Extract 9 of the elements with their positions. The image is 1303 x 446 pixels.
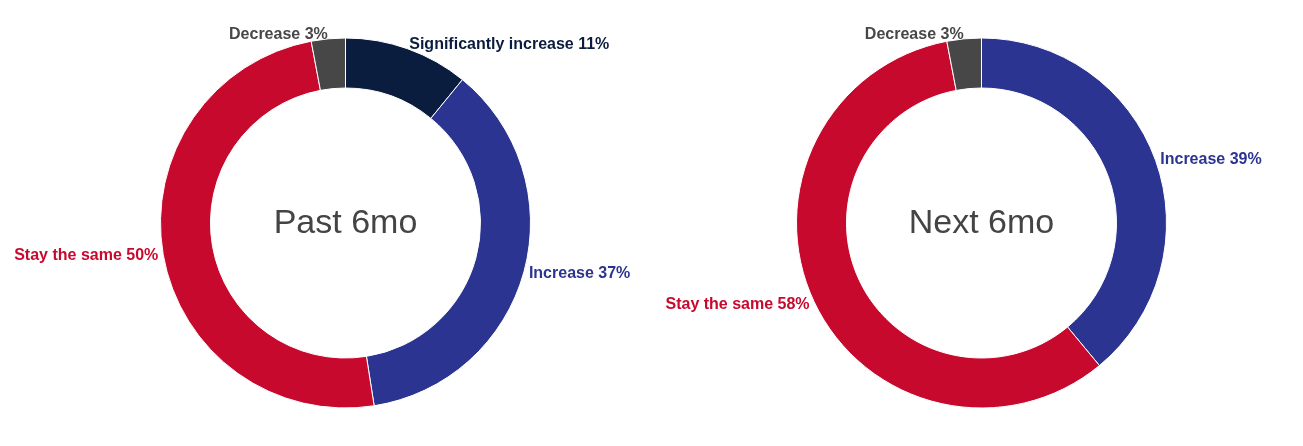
slice-label: Decrease 3%: [229, 24, 328, 42]
slice-label: Stay the same 50%: [14, 246, 159, 264]
slice-label: Increase 37%: [528, 263, 631, 281]
text: Next 6mo: [908, 202, 1055, 240]
slice-label: Stay the same 58%: [665, 294, 810, 312]
text: Past 6mo: [273, 202, 418, 240]
slice-label: Increase 39%: [1160, 149, 1262, 167]
slice-label: Significantly increase 11%: [409, 35, 610, 53]
slice-label: Decrease 3%: [864, 24, 964, 42]
